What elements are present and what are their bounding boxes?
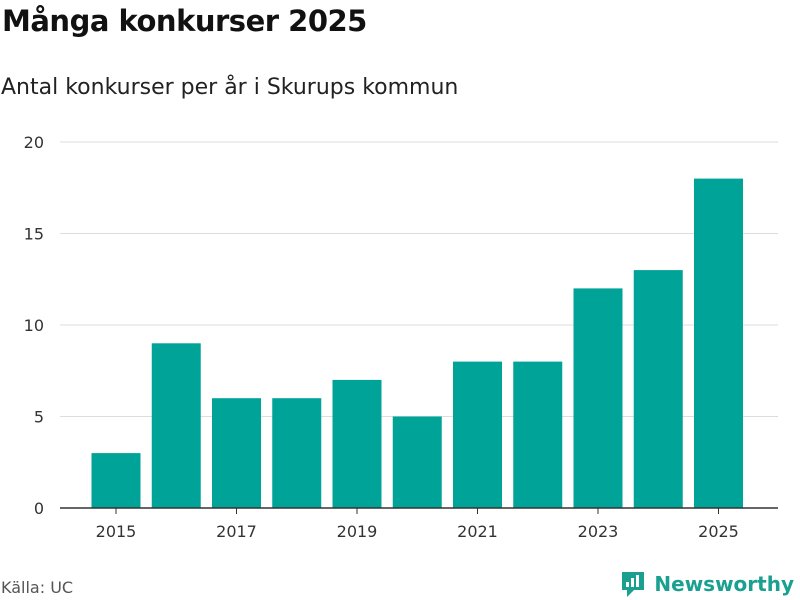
bar-2015 [91,453,141,508]
x-tick-label: 2019 [337,522,378,541]
bar-2024 [633,270,683,508]
bar-2019 [332,379,382,508]
y-tick-label: 10 [24,316,44,335]
bar-2016 [151,343,201,508]
bar-2022 [513,361,563,508]
chart-title: Många konkurser 2025 [2,4,367,38]
x-axis-ticks: 2015 2017 2019 2021 2023 2025 [96,508,739,541]
chart-subtitle: Antal konkurser per år i Skurups kommun [1,75,459,100]
y-tick-label: 5 [34,408,44,427]
bar-2018 [272,398,322,508]
bar-2023 [573,288,623,508]
x-tick-label: 2023 [578,522,619,541]
x-tick-label: 2021 [457,522,498,541]
x-tick-label: 2017 [216,522,257,541]
y-tick-label: 15 [24,225,44,244]
bar-2020 [392,416,442,508]
y-tick-label: 20 [24,133,44,152]
brand-name: Newsworthy [654,572,794,596]
x-tick-label: 2025 [698,522,739,541]
bars [60,178,778,509]
x-tick-label: 2015 [96,522,137,541]
bar-2025 [694,178,743,508]
y-axis-ticks: 0 5 10 15 20 [24,133,44,518]
newsworthy-logo-icon [622,572,645,597]
source-note: Källa: UC [1,578,74,597]
bar-chart: 0 5 10 15 20 2015 2017 2019 2021 2023 2025 [24,133,778,541]
bar-2017 [212,398,261,508]
bar-2021 [453,361,502,508]
brand-logo[interactable]: Newsworthy [620,570,794,598]
y-tick-label: 0 [34,499,44,518]
